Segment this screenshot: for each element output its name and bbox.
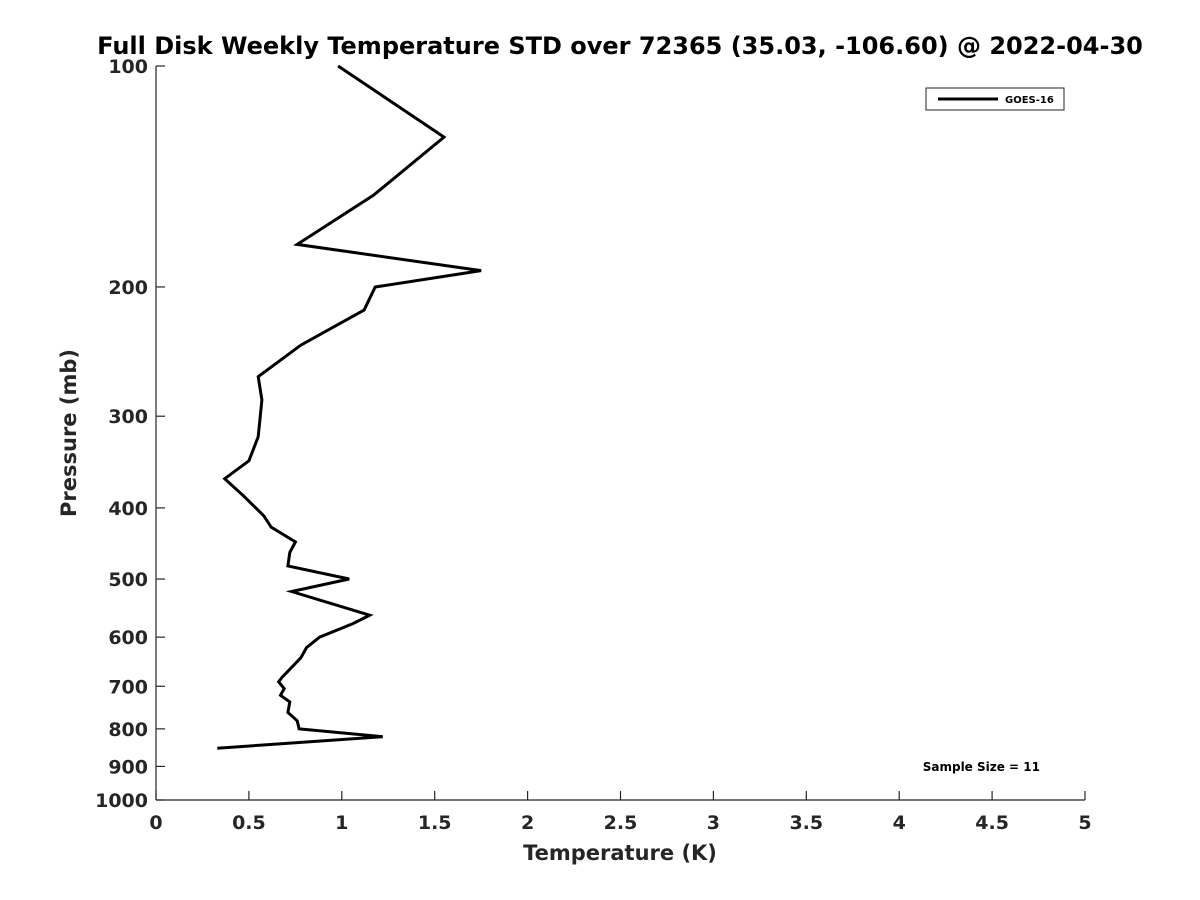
x-tick-label: 4 (893, 812, 906, 834)
x-tick-label: 4.5 (975, 812, 1009, 834)
x-tick-label: 1 (335, 812, 348, 834)
y-tick-label: 600 (108, 627, 148, 649)
x-tick-label: 0 (149, 812, 162, 834)
y-tick-label: 700 (108, 676, 148, 698)
x-tick-label: 0.5 (232, 812, 266, 834)
x-tick-label: 2 (521, 812, 534, 834)
y-tick-label: 200 (108, 277, 148, 299)
x-ticks: 0 0.5 1 1.5 2 2.5 3 3.5 4 4.5 5 (149, 791, 1092, 834)
x-tick-label: 3.5 (789, 812, 823, 834)
plot-axes (155, 66, 1085, 801)
legend-label-goes-16: GOES-16 (1005, 95, 1054, 106)
x-tick-label: 1.5 (418, 812, 452, 834)
y-tick-label: 800 (108, 719, 148, 741)
x-axis-label: Temperature (K) (523, 841, 717, 865)
legend: GOES-16 (925, 87, 1065, 111)
y-tick-label: 1000 (95, 790, 148, 812)
x-tick-label: 3 (707, 812, 720, 834)
x-tick-label: 2.5 (604, 812, 638, 834)
y-tick-label: 100 (108, 56, 148, 78)
series-line-goes-16 (217, 64, 482, 750)
y-tick-label: 500 (108, 569, 148, 591)
y-tick-label: 900 (108, 756, 148, 778)
x-tick-label: 5 (1078, 812, 1091, 834)
y-tick-label: 400 (108, 498, 148, 520)
y-ticks: 100 200 300 400 500 600 700 800 900 1000 (95, 56, 165, 812)
chart-title: Full Disk Weekly Temperature STD over 72… (97, 32, 1143, 60)
sample-size-annotation: Sample Size = 11 (923, 760, 1040, 774)
y-axis-label: Pressure (mb) (57, 349, 81, 517)
y-tick-label: 300 (108, 406, 148, 428)
